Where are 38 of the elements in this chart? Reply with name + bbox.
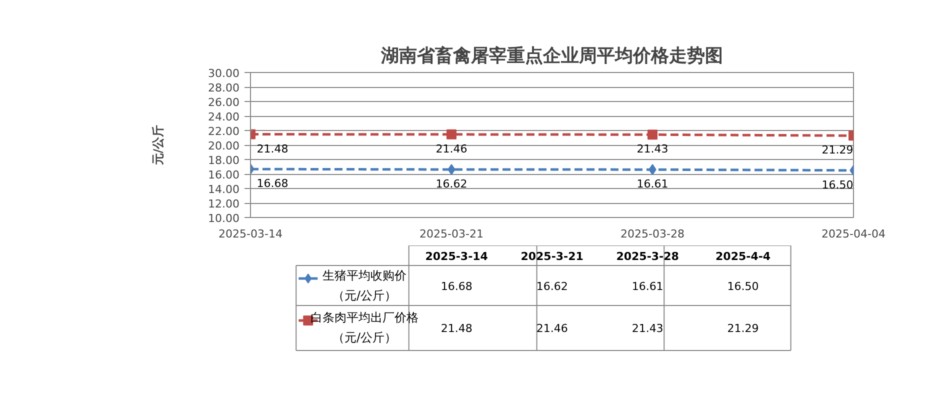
y-tick-label: 26.00 bbox=[208, 96, 240, 109]
y-tick-label: 16.00 bbox=[208, 168, 240, 182]
x-tick-label: 2025-04-04 bbox=[822, 228, 886, 240]
data-label: 16.62 bbox=[436, 178, 468, 191]
text: 21.46 bbox=[536, 322, 568, 335]
text: 2025-3-28 bbox=[616, 250, 679, 263]
text: 2025-3-21 bbox=[520, 250, 584, 263]
y-tick-label: 28.00 bbox=[208, 82, 240, 94]
text: 21.48 bbox=[440, 322, 472, 335]
y-axis-title: 元/公斤 bbox=[151, 124, 166, 166]
chart-title: 湖南省畜禽屠宰重点企业周平均价格走势图 bbox=[380, 46, 723, 66]
x-tick-label: 2025-03-21 bbox=[420, 228, 484, 240]
y-tick-label: 30.00 bbox=[208, 67, 240, 80]
text: 2025-3-14 bbox=[425, 250, 488, 263]
y-tick-label: 18.00 bbox=[208, 154, 240, 167]
text: 16.62 bbox=[536, 280, 568, 293]
legend-label: 生猪平均收购价（元/公斤） bbox=[322, 268, 407, 302]
y-tick-label: 10.00 bbox=[208, 212, 240, 225]
x-tick-label: 2025-03-14 bbox=[218, 228, 282, 240]
text: 2025-4-4 bbox=[716, 250, 771, 263]
y-tick-label: 22.00 bbox=[208, 125, 240, 138]
data-label: 16.61 bbox=[636, 178, 668, 191]
data-label: 21.46 bbox=[436, 142, 468, 156]
text: 16.61 bbox=[632, 280, 664, 293]
data-label: 21.29 bbox=[822, 144, 854, 157]
data-label: 16.68 bbox=[256, 177, 288, 190]
data-label: 16.50 bbox=[822, 178, 854, 192]
y-tick-label: 20.00 bbox=[208, 140, 240, 152]
y-tick-label: 24.00 bbox=[208, 110, 240, 124]
text: 21.43 bbox=[632, 322, 664, 335]
y-tick-label: 12.00 bbox=[208, 198, 240, 210]
y-tick-label: 14.00 bbox=[208, 183, 240, 196]
text: 16.68 bbox=[440, 280, 472, 293]
data-label: 21.43 bbox=[636, 142, 668, 156]
x-tick-label: 2025-03-28 bbox=[620, 228, 684, 240]
text: 21.29 bbox=[727, 322, 759, 335]
text: 16.50 bbox=[727, 280, 759, 293]
data-label: 21.48 bbox=[256, 142, 288, 156]
